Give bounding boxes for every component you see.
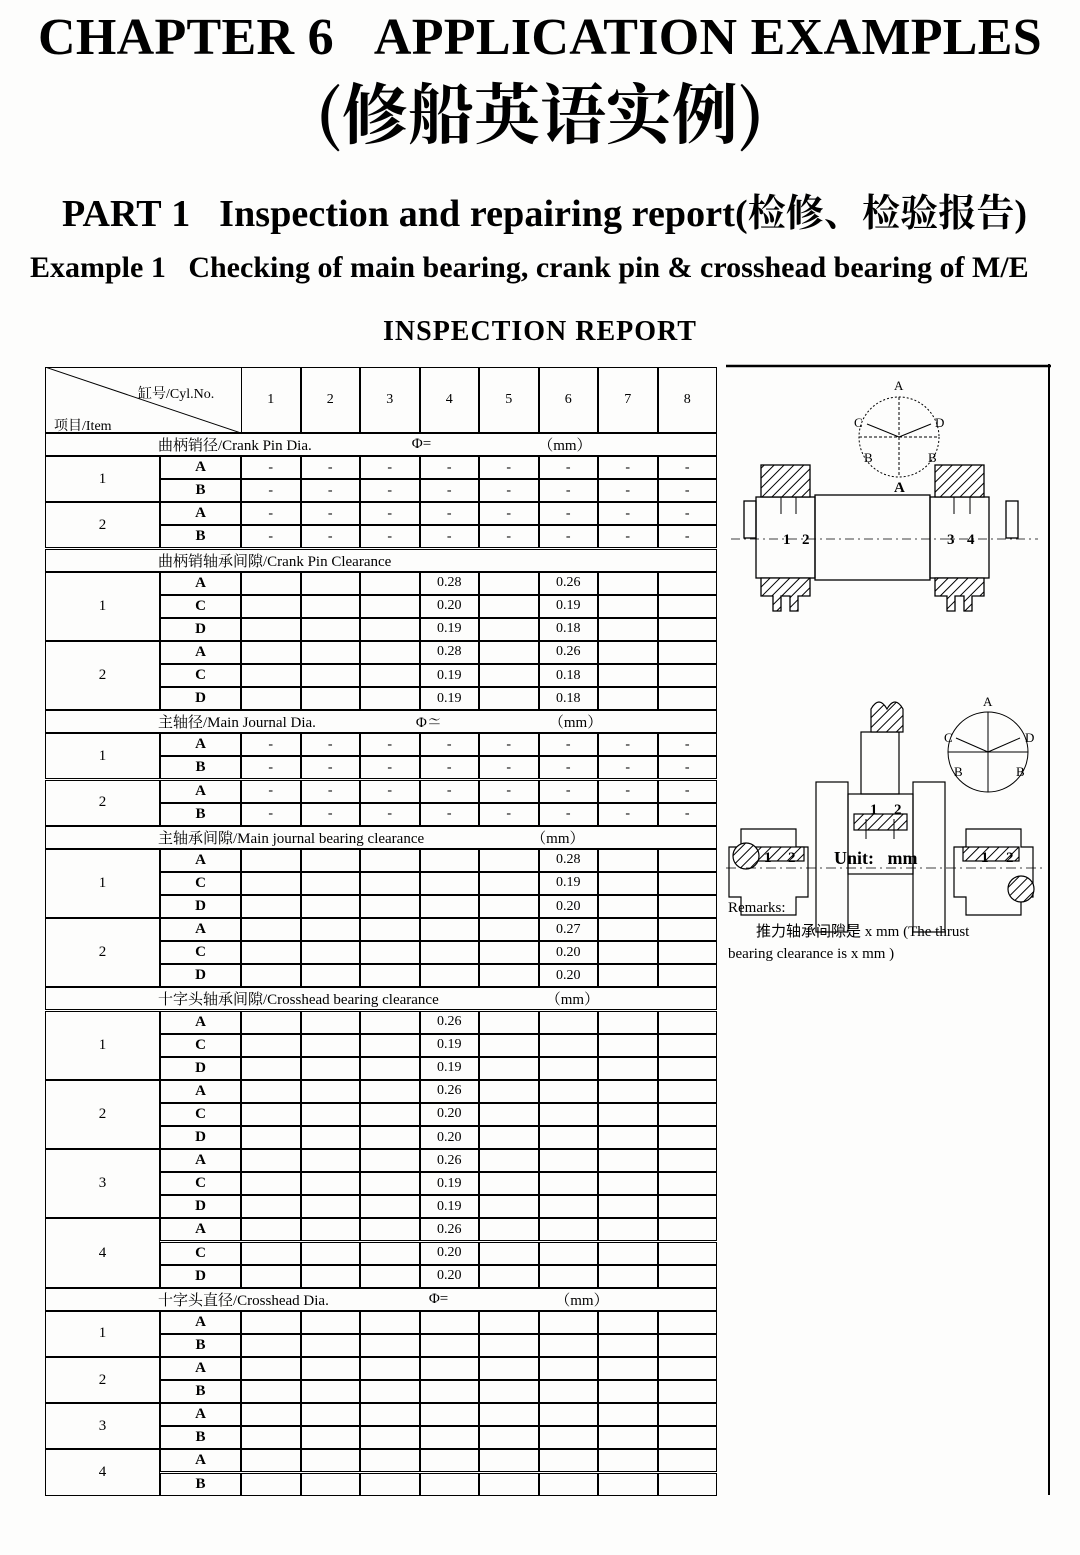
svg-text:2: 2: [788, 850, 796, 866]
svg-text:D: D: [935, 415, 944, 430]
svg-text:1: 1: [783, 532, 791, 548]
svg-text:1: 1: [764, 850, 772, 866]
svg-text:3: 3: [947, 532, 955, 548]
svg-text:1: 1: [981, 850, 989, 866]
svg-text:B: B: [1016, 764, 1025, 779]
svg-text:1: 1: [870, 802, 878, 818]
svg-text:A: A: [894, 480, 905, 496]
svg-text:D: D: [1025, 730, 1034, 745]
svg-text:2: 2: [1006, 850, 1014, 866]
svg-text:2: 2: [894, 802, 902, 818]
svg-text:bearing clearance is x mm ): bearing clearance is x mm ): [728, 946, 894, 962]
svg-text:4: 4: [967, 532, 975, 548]
svg-text:Remarks:: Remarks:: [728, 900, 786, 916]
svg-text:推力轴承间隙是 x mm (The thrust: 推力轴承间隙是 x mm (The thrust: [756, 923, 970, 940]
svg-text:2: 2: [802, 532, 810, 548]
svg-text:A: A: [983, 694, 993, 709]
svg-text:Unit: mm: Unit: mm: [834, 848, 918, 868]
svg-text:B: B: [864, 450, 873, 465]
svg-text:C: C: [854, 415, 863, 430]
svg-text:B: B: [954, 764, 963, 779]
svg-text:C: C: [944, 730, 953, 745]
svg-text:B: B: [928, 450, 937, 465]
svg-text:A: A: [894, 378, 904, 393]
